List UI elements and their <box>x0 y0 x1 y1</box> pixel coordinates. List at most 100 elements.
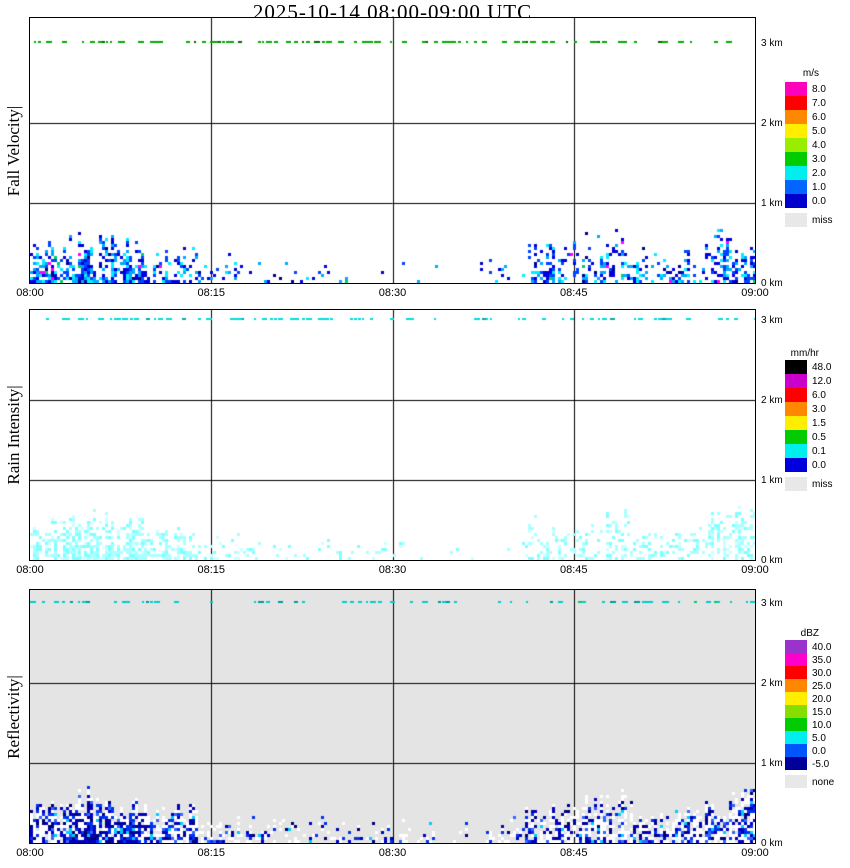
heatmap-panel-fall-velocity <box>29 17 756 284</box>
height-tick-label: 3 km <box>761 598 783 609</box>
legend-value-label: 30.0 <box>812 667 832 679</box>
height-tick-label: 3 km <box>761 315 783 326</box>
legend-value-label: 3.0 <box>812 154 826 165</box>
legend-color-cell <box>785 124 807 138</box>
legend-color-cell <box>785 705 807 718</box>
legend-value-label: 1.5 <box>812 418 826 429</box>
x-tick-label: 09:00 <box>741 847 769 859</box>
heatmap-panel-reflectivity <box>29 589 756 844</box>
legend-color-cell <box>785 757 807 770</box>
legend-value-label: 0.0 <box>812 196 826 207</box>
x-tick-label: 09:00 <box>741 287 769 299</box>
legend-color-cell <box>785 692 807 705</box>
legend-value-label: 15.0 <box>812 706 832 718</box>
legend-value-label: 0.5 <box>812 432 826 443</box>
heatmap-canvas-rain-intensity <box>30 310 755 560</box>
legend-color-cell <box>785 458 807 472</box>
legend-value-label: 5.0 <box>812 126 826 137</box>
legend-color-cell <box>785 374 807 388</box>
height-tick-label: 0 km <box>761 278 783 289</box>
height-tick-label: 1 km <box>761 475 783 486</box>
height-tick-label: 2 km <box>761 395 783 406</box>
legend-value-label: 20.0 <box>812 693 832 705</box>
legend-value-label: 6.0 <box>812 390 826 401</box>
legend-missing-label: miss <box>812 215 833 226</box>
legend-value-label: 25.0 <box>812 680 832 692</box>
legend-missing-cell <box>785 213 807 227</box>
heatmap-panel-rain-intensity <box>29 309 756 561</box>
legend-color-cell <box>785 679 807 692</box>
heatmap-canvas-fall-velocity <box>30 18 755 283</box>
legend-color-cell <box>785 402 807 416</box>
x-tick-label: 08:15 <box>197 847 226 859</box>
legend-color-cell <box>785 388 807 402</box>
x-tick-label: 08:30 <box>378 564 407 576</box>
legend-color-cell <box>785 180 807 194</box>
legend-color-cell <box>785 718 807 731</box>
legend-value-label: 6.0 <box>812 112 826 123</box>
legend-color-cell <box>785 430 807 444</box>
legend-value-label: 3.0 <box>812 404 826 415</box>
legend-value-label: 12.0 <box>812 376 832 387</box>
legend-value-label: -5.0 <box>812 758 830 770</box>
legend-color-cell <box>785 360 807 374</box>
legend-value-label: 4.0 <box>812 140 826 151</box>
axis-label-fall-velocity: Fall Velocity| <box>4 105 23 196</box>
legend-value-label: 48.0 <box>812 362 832 373</box>
legend-value-label: 2.0 <box>812 168 826 179</box>
legend-color-cell <box>785 666 807 679</box>
legend-color-cell <box>785 166 807 180</box>
legend-color-cell <box>785 138 807 152</box>
height-tick-label: 2 km <box>761 118 783 129</box>
x-tick-label: 08:45 <box>559 287 588 299</box>
legend-color-cell <box>785 110 807 124</box>
legend-value-label: 40.0 <box>812 641 832 653</box>
legend-missing-cell <box>785 775 807 788</box>
x-tick-label: 08:00 <box>16 287 44 299</box>
x-tick-label: 08:30 <box>378 287 407 299</box>
legend-color-cell <box>785 653 807 666</box>
height-tick-label: 1 km <box>761 758 783 769</box>
height-tick-label: 0 km <box>761 555 783 566</box>
legend-color-cell <box>785 640 807 653</box>
legend-color-cell <box>785 194 807 208</box>
legend-missing-label: none <box>812 776 835 788</box>
legend-value-label: 0.1 <box>812 446 826 457</box>
height-tick-label: 3 km <box>761 38 783 49</box>
legend-value-label: 0.0 <box>812 745 826 757</box>
legend-value-label: 35.0 <box>812 654 832 666</box>
legend-missing-cell <box>785 477 807 491</box>
height-tick-label: 1 km <box>761 198 783 209</box>
legend-missing-label: miss <box>812 479 833 490</box>
legend-color-cell <box>785 731 807 744</box>
legend-color-cell <box>785 416 807 430</box>
x-tick-label: 08:15 <box>197 287 226 299</box>
x-tick-label: 08:00 <box>16 847 44 859</box>
heatmap-canvas-reflectivity <box>30 590 755 843</box>
legend-value-label: 7.0 <box>812 98 826 109</box>
legend-color-cell <box>785 444 807 458</box>
legend-color-cell <box>785 96 807 110</box>
legend-value-label: 10.0 <box>812 719 832 731</box>
legend-value-label: 1.0 <box>812 182 826 193</box>
x-tick-label: 08:15 <box>197 564 226 576</box>
axis-label-rain-intensity: Rain Intensity| <box>4 385 23 485</box>
legend-value-label: 5.0 <box>812 732 826 744</box>
legend-unit-reflectivity: dBZ <box>800 628 819 639</box>
x-tick-label: 08:00 <box>16 564 44 576</box>
legend-value-label: 0.0 <box>812 460 826 471</box>
x-tick-label: 08:45 <box>559 564 588 576</box>
x-tick-label: 08:45 <box>559 847 588 859</box>
legend-color-cell <box>785 744 807 757</box>
x-tick-label: 08:30 <box>378 847 407 859</box>
x-tick-label: 09:00 <box>741 564 769 576</box>
height-tick-label: 2 km <box>761 678 783 689</box>
legend-color-cell <box>785 82 807 96</box>
axis-label-reflectivity: Reflectivity| <box>4 674 23 759</box>
legend-color-cell <box>785 152 807 166</box>
height-tick-label: 0 km <box>761 838 783 849</box>
legend-unit-rain-intensity: mm/hr <box>790 348 819 359</box>
legend-unit-fall-velocity: m/s <box>802 68 819 79</box>
legend-value-label: 8.0 <box>812 84 826 95</box>
